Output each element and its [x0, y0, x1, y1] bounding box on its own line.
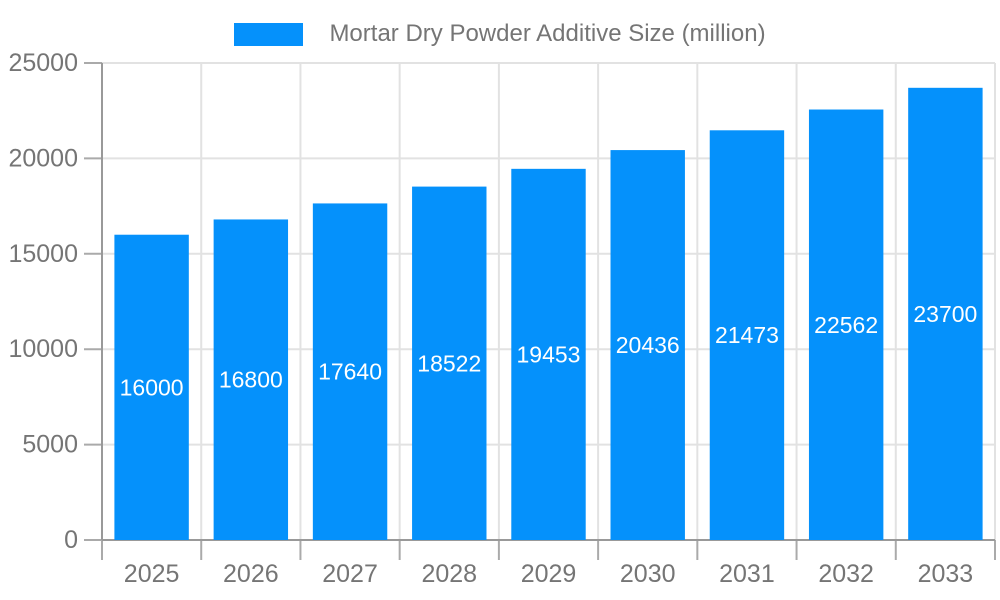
y-tick-label: 15000	[8, 240, 78, 268]
bar-value-2026: 16800	[219, 367, 283, 393]
bar-2025	[114, 234, 189, 540]
bar-value-2027: 17640	[318, 359, 382, 385]
bar-2029	[511, 168, 586, 540]
x-axis-label-2029: 2029	[521, 560, 577, 588]
bar-value-2029: 19453	[517, 341, 581, 367]
bar-value-2033: 23700	[913, 301, 977, 327]
bar-2030	[610, 150, 685, 540]
bar-2033	[908, 87, 983, 540]
bar-value-2032: 22562	[814, 312, 878, 338]
x-axis-label-2031: 2031	[719, 560, 775, 588]
legend-label: Mortar Dry Powder Additive Size (million…	[329, 20, 766, 47]
x-axis-label-2028: 2028	[421, 560, 477, 588]
x-axis-label-2033: 2033	[918, 560, 974, 588]
legend-swatch	[234, 22, 304, 46]
bar-value-2028: 18522	[417, 350, 481, 376]
x-axis-label-2026: 2026	[223, 560, 279, 588]
y-tick-label: 5000	[22, 431, 78, 459]
x-axis-label-2032: 2032	[818, 560, 874, 588]
bar-2031	[709, 130, 785, 540]
bar-value-2030: 20436	[616, 332, 680, 358]
y-tick-label: 25000	[8, 49, 78, 77]
y-tick-label: 10000	[8, 335, 78, 363]
bar-2026	[213, 219, 289, 540]
bar-value-2025: 16000	[120, 374, 184, 400]
bar-value-2031: 21473	[715, 322, 779, 348]
bar-2028	[412, 186, 487, 541]
x-axis-label-2027: 2027	[322, 560, 378, 588]
x-axis-label-2030: 2030	[620, 560, 676, 588]
y-tick-label: 0	[64, 526, 78, 554]
x-axis-label-2025: 2025	[124, 560, 180, 588]
legend[interactable]: Mortar Dry Powder Additive Size (million…	[0, 20, 1000, 48]
y-tick-label: 20000	[8, 144, 78, 172]
bar-2027	[312, 203, 388, 540]
bar-2032	[808, 109, 884, 541]
